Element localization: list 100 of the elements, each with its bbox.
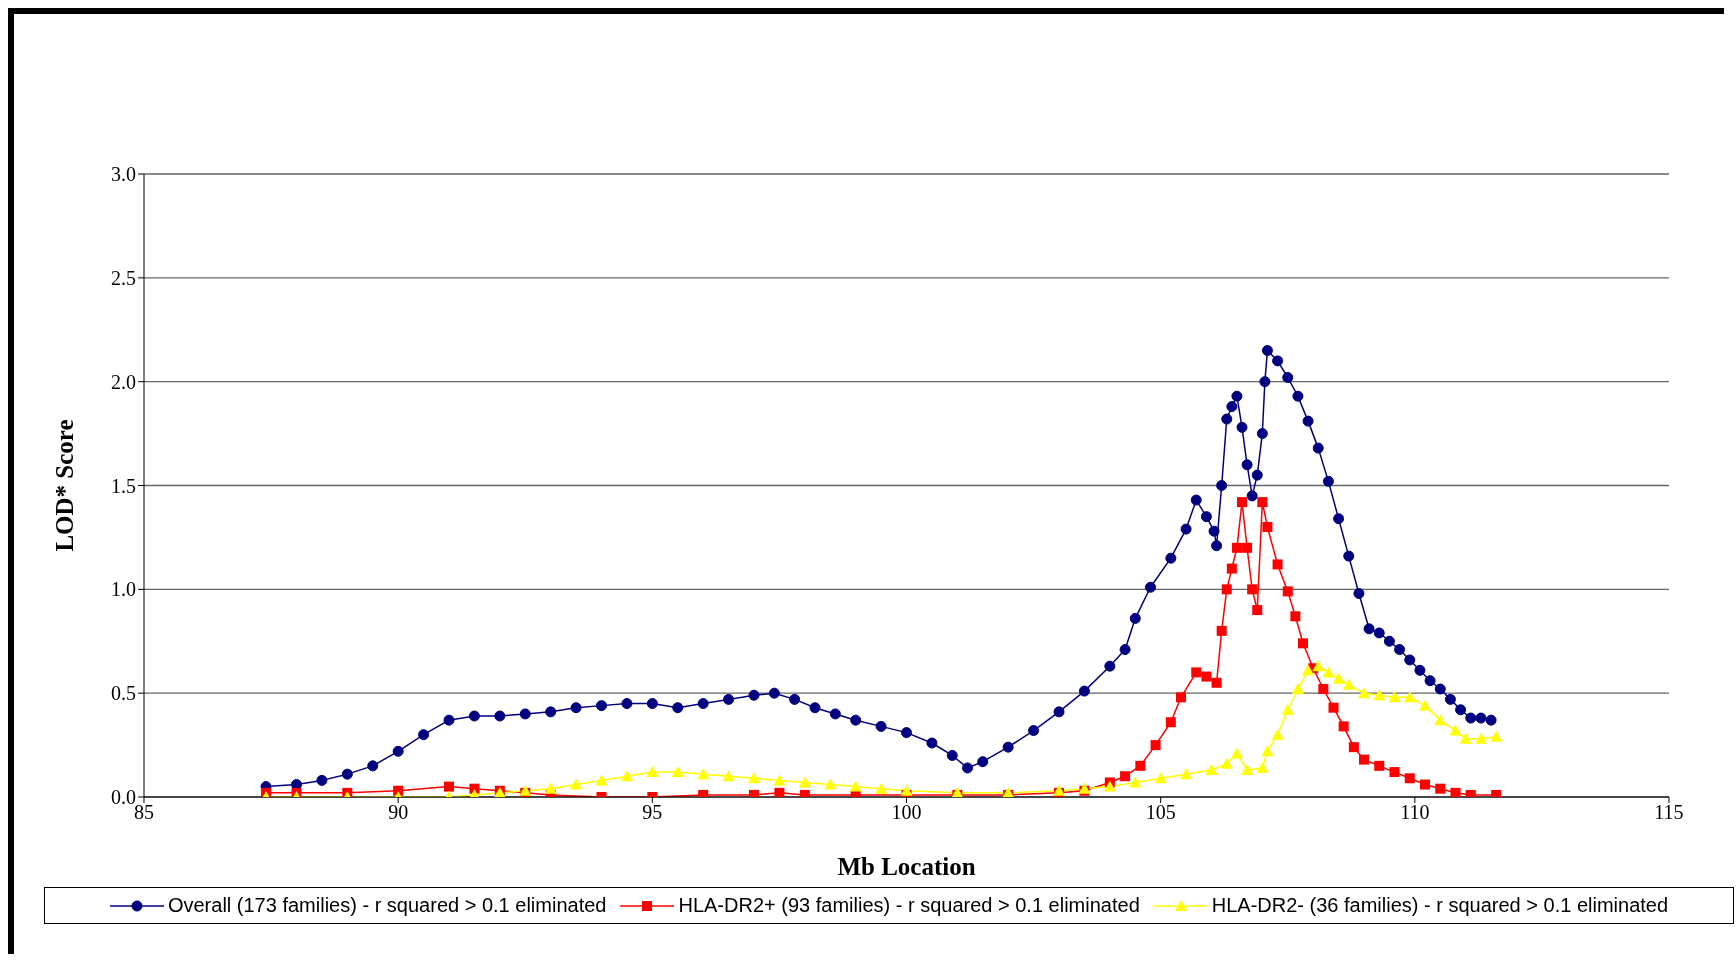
point <box>1298 638 1308 649</box>
point <box>1154 772 1167 784</box>
point <box>1434 714 1447 726</box>
point <box>1150 740 1161 751</box>
point <box>1256 761 1269 773</box>
point <box>1388 691 1401 703</box>
x-tick-label: 90 <box>388 801 409 824</box>
point <box>799 789 810 797</box>
point <box>1338 721 1349 732</box>
point <box>1226 563 1237 574</box>
point <box>1242 542 1253 553</box>
y-tick-label: 0.0 <box>111 786 136 809</box>
point <box>1272 559 1283 570</box>
point <box>1221 584 1232 595</box>
point <box>620 770 633 782</box>
point <box>671 766 684 778</box>
point <box>646 766 659 778</box>
x-tick-label: 110 <box>1400 801 1430 824</box>
point <box>1231 542 1242 553</box>
y-tick-label: 2.0 <box>111 370 136 393</box>
point <box>444 781 454 792</box>
point <box>1450 787 1461 797</box>
point <box>1120 771 1131 782</box>
point <box>900 784 913 796</box>
x-tick-label: 100 <box>891 801 922 824</box>
point <box>1216 625 1227 636</box>
y-tick-label: 1.5 <box>111 474 136 497</box>
point <box>774 787 785 797</box>
point <box>798 776 811 788</box>
point <box>1180 768 1193 780</box>
point <box>1419 699 1431 711</box>
point <box>1449 724 1462 736</box>
point <box>1103 780 1116 792</box>
point <box>1262 522 1273 533</box>
point <box>1332 672 1345 684</box>
point <box>1129 776 1142 788</box>
point <box>1491 789 1502 797</box>
point <box>1318 684 1329 695</box>
point <box>698 789 709 797</box>
point <box>1211 677 1222 688</box>
y-tick-label: 1.0 <box>111 578 136 601</box>
point <box>1404 773 1415 784</box>
point <box>1328 702 1339 713</box>
point <box>1165 717 1176 728</box>
y-tick-label: 2.5 <box>111 266 136 289</box>
point <box>1191 667 1202 678</box>
point <box>1261 745 1274 757</box>
point <box>1465 789 1476 797</box>
y-axis-title: LOD* Score <box>50 419 78 552</box>
point <box>1312 660 1325 672</box>
point <box>1176 692 1186 703</box>
point <box>773 774 786 786</box>
point <box>1201 671 1212 682</box>
point <box>1403 691 1416 703</box>
point <box>824 778 837 790</box>
point <box>1474 732 1487 744</box>
point <box>570 778 583 790</box>
legend-label: HLA-DR2- (36 families) - r squared > 0.1 eliminated <box>1211 894 1669 917</box>
point <box>1359 754 1369 765</box>
y-tick-label: 3.0 <box>111 163 136 186</box>
x-tick-label: 105 <box>1145 801 1176 824</box>
point <box>1389 767 1400 778</box>
point <box>697 768 710 780</box>
point <box>1459 732 1472 744</box>
point <box>1252 605 1263 616</box>
point <box>1374 760 1385 771</box>
y-tick-label: 0.5 <box>111 682 136 705</box>
point <box>1257 497 1268 508</box>
x-tick-label: 85 <box>134 801 154 824</box>
point <box>849 780 862 792</box>
point <box>1282 586 1293 597</box>
point <box>1237 497 1247 508</box>
point <box>1230 747 1243 759</box>
point <box>1291 683 1304 695</box>
point <box>1435 783 1446 794</box>
point <box>1358 687 1370 699</box>
point <box>1373 689 1386 701</box>
legend-label: Overall (173 families) - r squared > 0.1 eliminated <box>167 894 607 917</box>
point <box>1322 666 1335 678</box>
point <box>1290 611 1301 622</box>
point <box>544 782 557 794</box>
x-axis-title: Mb Location <box>837 853 976 880</box>
point <box>1271 728 1284 740</box>
point <box>749 789 759 797</box>
x-tick-label: 115 <box>1654 801 1684 824</box>
point <box>1135 760 1146 771</box>
point <box>1205 764 1218 775</box>
point <box>1220 757 1233 769</box>
point <box>1420 779 1430 790</box>
point <box>595 774 608 786</box>
legend-label: HLA-DR2+ (93 families) - r squared > 0.1 eliminated <box>678 894 1140 917</box>
point <box>748 772 760 784</box>
point <box>1348 742 1359 753</box>
point <box>722 770 735 782</box>
x-tick-label: 95 <box>642 801 663 824</box>
point <box>1241 764 1254 775</box>
point <box>875 782 888 794</box>
point <box>1302 664 1315 676</box>
point <box>1247 584 1258 595</box>
point <box>1342 678 1355 690</box>
